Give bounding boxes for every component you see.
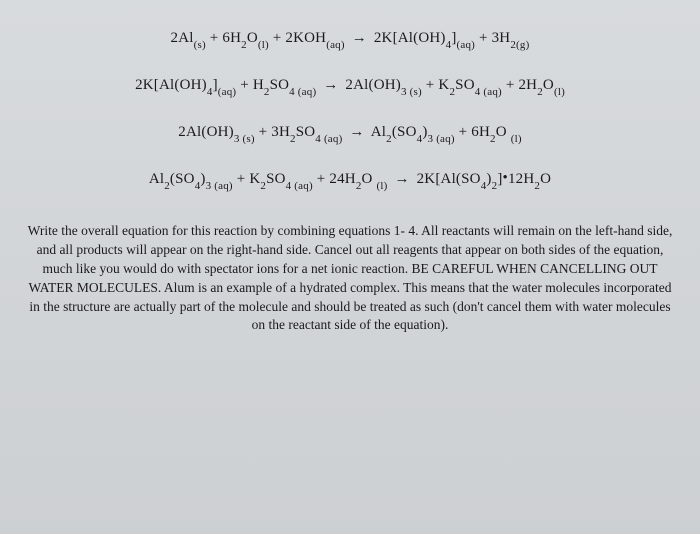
equation-1: 2Al(s) + 6H2O(l) + 2KOH(aq) → 2K[Al(OH)4… <box>30 30 670 49</box>
equation-3: 2Al(OH)3 (s) + 3H2SO4 (aq) → Al2(SO4)3 (… <box>30 124 670 143</box>
instructions-paragraph: Write the overall equation for this reac… <box>25 222 675 335</box>
equation-4: Al2(SO4)3 (aq) + K2SO4 (aq) + 24H2O (l) … <box>30 171 670 190</box>
equations-container: 2Al(s) + 6H2O(l) + 2KOH(aq) → 2K[Al(OH)4… <box>25 30 675 190</box>
equation-2: 2K[Al(OH)4](aq) + H2SO4 (aq) → 2Al(OH)3 … <box>30 77 670 96</box>
